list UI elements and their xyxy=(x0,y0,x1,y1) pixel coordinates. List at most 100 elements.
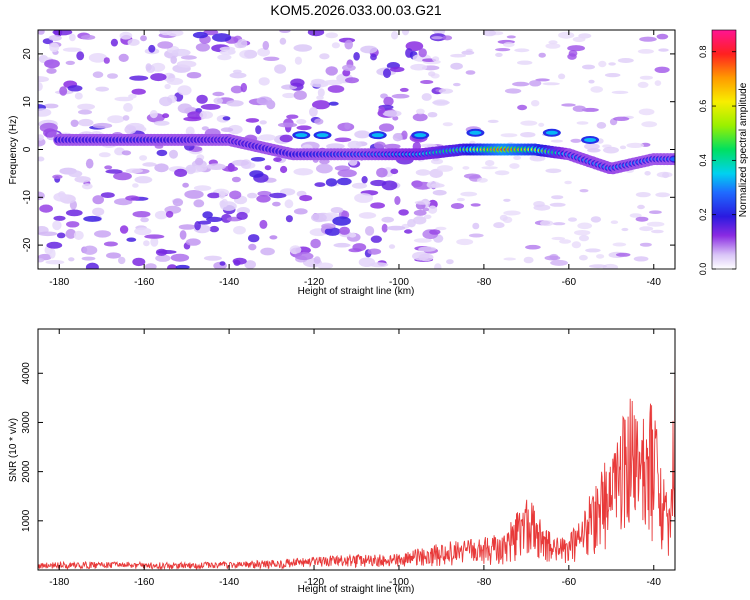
noise-blob xyxy=(570,138,582,143)
noise-blob xyxy=(432,56,440,62)
noise-blob xyxy=(579,189,589,193)
noise-blob xyxy=(195,43,210,52)
noise-blob xyxy=(442,35,453,41)
spectrogram-ridge-layer xyxy=(53,128,675,175)
noise-blob xyxy=(390,168,399,175)
noise-blob xyxy=(236,211,248,220)
noise-blob xyxy=(103,241,118,247)
noise-blob xyxy=(482,30,497,37)
noise-blob xyxy=(503,210,521,216)
noise-blob xyxy=(551,195,564,200)
noise-blob xyxy=(438,88,454,94)
noise-blob xyxy=(105,169,123,174)
noise-blob xyxy=(192,31,208,39)
noise-blob xyxy=(506,35,516,39)
noise-blob xyxy=(179,230,187,240)
noise-blob xyxy=(314,182,326,188)
noise-blob xyxy=(493,222,505,229)
noise-blob xyxy=(354,130,371,139)
noise-blob xyxy=(185,126,195,137)
noise-blob xyxy=(558,73,566,80)
noise-blob xyxy=(621,227,629,232)
noise-blob xyxy=(48,35,62,41)
noise-blob xyxy=(312,100,330,110)
noise-blob xyxy=(78,118,94,127)
colorbar: 0.0 0.2 0.4 0.6 0.8 Normalized spectral ampl… xyxy=(698,29,749,275)
noise-blob xyxy=(81,256,96,261)
noise-blob xyxy=(327,85,345,93)
noise-blob xyxy=(83,215,102,222)
noise-blob xyxy=(180,55,197,60)
noise-blob xyxy=(613,116,630,122)
noise-blob xyxy=(589,264,607,269)
noise-blob xyxy=(442,122,453,127)
snr-frame xyxy=(37,328,676,571)
noise-blob xyxy=(226,100,244,107)
y-tick-label: 0 xyxy=(22,146,33,152)
noise-blob xyxy=(376,167,388,178)
noise-blob xyxy=(323,79,344,85)
y-tick-label: 2000 xyxy=(21,460,32,483)
noise-blob xyxy=(107,115,125,124)
noise-blob xyxy=(294,56,302,65)
noise-blob xyxy=(572,105,586,112)
secondary-track-core xyxy=(414,133,427,138)
noise-blob xyxy=(324,227,341,236)
noise-blob xyxy=(166,77,184,85)
noise-blob xyxy=(416,108,425,115)
x-tick-label: -60 xyxy=(562,577,577,588)
noise-blob xyxy=(165,210,174,218)
noise-blob xyxy=(383,68,391,79)
noise-blob xyxy=(53,215,66,221)
noise-blob xyxy=(150,73,167,82)
noise-blob xyxy=(193,185,212,191)
noise-blob xyxy=(450,53,466,58)
noise-blob xyxy=(172,198,184,207)
noise-blob xyxy=(81,183,93,190)
noise-blob xyxy=(639,242,652,247)
noise-blob xyxy=(134,227,152,236)
noise-blob xyxy=(159,96,173,107)
noise-blob xyxy=(232,257,247,265)
noise-blob xyxy=(413,238,432,243)
noise-blob xyxy=(381,216,395,223)
noise-blob xyxy=(155,248,168,256)
noise-blob xyxy=(174,168,188,177)
spectrogram-x-axis: -180 -160 -140 -120 -100 -80 -60 -40 xyxy=(49,30,661,288)
noise-blob xyxy=(248,243,257,251)
noise-blob xyxy=(213,97,223,105)
noise-blob xyxy=(564,180,572,185)
noise-blob xyxy=(432,100,450,105)
noise-blob xyxy=(430,158,444,165)
x-tick-label: -120 xyxy=(304,577,324,588)
noise-blob xyxy=(222,165,238,172)
noise-blob xyxy=(468,233,484,238)
noise-blob xyxy=(171,48,191,57)
secondary-track-core xyxy=(371,133,384,138)
noise-blob xyxy=(344,39,354,50)
noise-blob xyxy=(391,31,399,40)
noise-blob xyxy=(293,44,313,52)
noise-blob xyxy=(309,107,318,117)
noise-blob xyxy=(230,85,243,94)
x-tick-label: -80 xyxy=(477,277,492,288)
noise-blob xyxy=(576,121,589,125)
noise-blob xyxy=(284,199,294,209)
noise-blob xyxy=(118,256,126,265)
noise-blob xyxy=(407,219,416,228)
noise-blob xyxy=(431,36,443,40)
noise-blob xyxy=(604,73,621,78)
noise-blob xyxy=(274,64,287,74)
noise-blob xyxy=(250,157,266,162)
noise-blob xyxy=(294,252,314,261)
noise-blob xyxy=(644,171,651,176)
noise-blob xyxy=(639,226,654,232)
noise-blob xyxy=(590,216,602,223)
colorbar-tick-label: 0.2 xyxy=(698,208,708,221)
noise-blob xyxy=(307,30,325,37)
noise-blob xyxy=(428,71,436,77)
noise-blob xyxy=(293,208,308,215)
noise-blob xyxy=(383,96,394,107)
snr-panel: -180 -160 -140 -120 -100 -80 -60 -40 1000 2000 30… xyxy=(8,328,676,595)
noise-blob xyxy=(290,78,305,87)
